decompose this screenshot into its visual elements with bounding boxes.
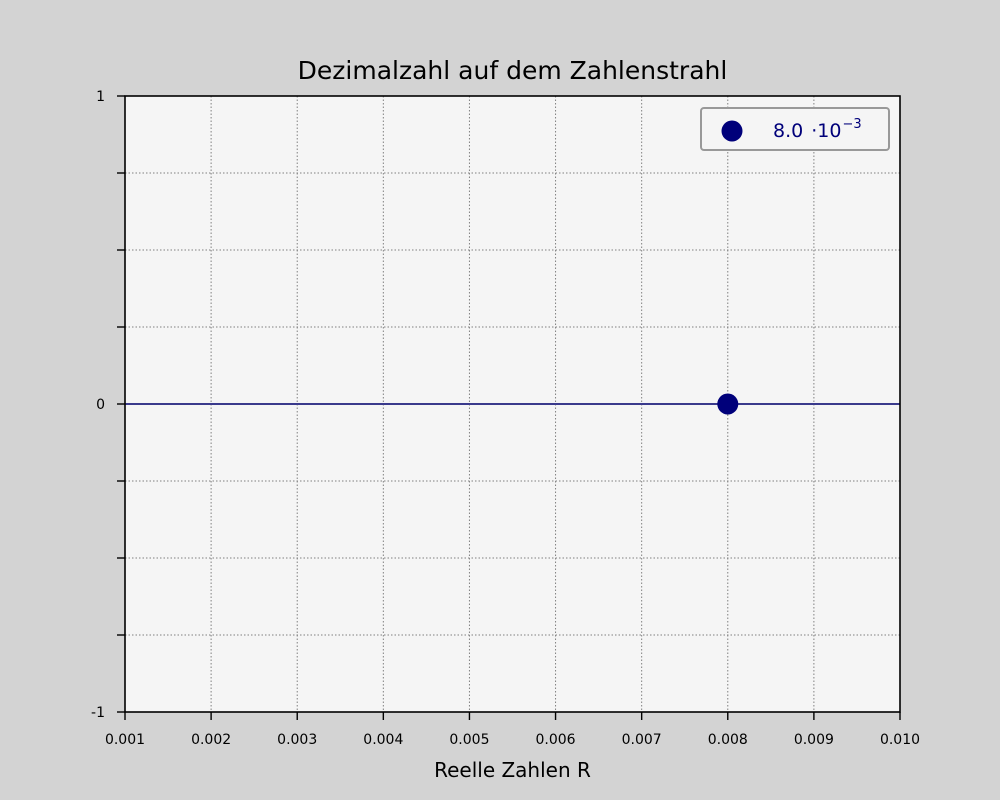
legend-base: ·10: [811, 120, 841, 142]
legend-mantissa: 8.0: [773, 120, 803, 142]
x-tick-label: 0.007: [622, 732, 662, 748]
legend-label: 8.0 ·10−3: [773, 117, 862, 142]
data-point-0-0: [717, 393, 739, 415]
x-tick-label: 0.010: [880, 732, 920, 748]
legend-box: [700, 107, 890, 151]
x-tick-label: 0.009: [794, 732, 834, 748]
x-tick-label: 0.002: [191, 732, 231, 748]
data-points: [717, 393, 739, 415]
legend-marker: [721, 120, 743, 142]
x-tick-label: 0.008: [708, 732, 748, 748]
y-tick-label: 1: [96, 89, 105, 105]
x-tick-label: 0.004: [363, 732, 403, 748]
y-tick-label: -1: [91, 705, 105, 721]
y-tick-label: 0: [96, 397, 105, 413]
legend: 8.0 ·10−3: [700, 107, 890, 151]
chart-title: Dezimalzahl auf dem Zahlenstrahl: [298, 56, 728, 85]
x-axis-label: Reelle Zahlen R: [434, 758, 591, 782]
x-tick-label: 0.003: [277, 732, 317, 748]
x-tick-label: 0.006: [536, 732, 576, 748]
legend-exponent: −3: [842, 117, 861, 132]
x-tick-label: 0.005: [449, 732, 489, 748]
x-axis-ticks: 0.001 0.002 0.003 0.004 0.005 0.006 0.007 0.008…: [105, 712, 920, 748]
x-tick-label: 0.001: [105, 732, 145, 748]
y-axis-ticks: -1 0 1: [91, 89, 125, 721]
